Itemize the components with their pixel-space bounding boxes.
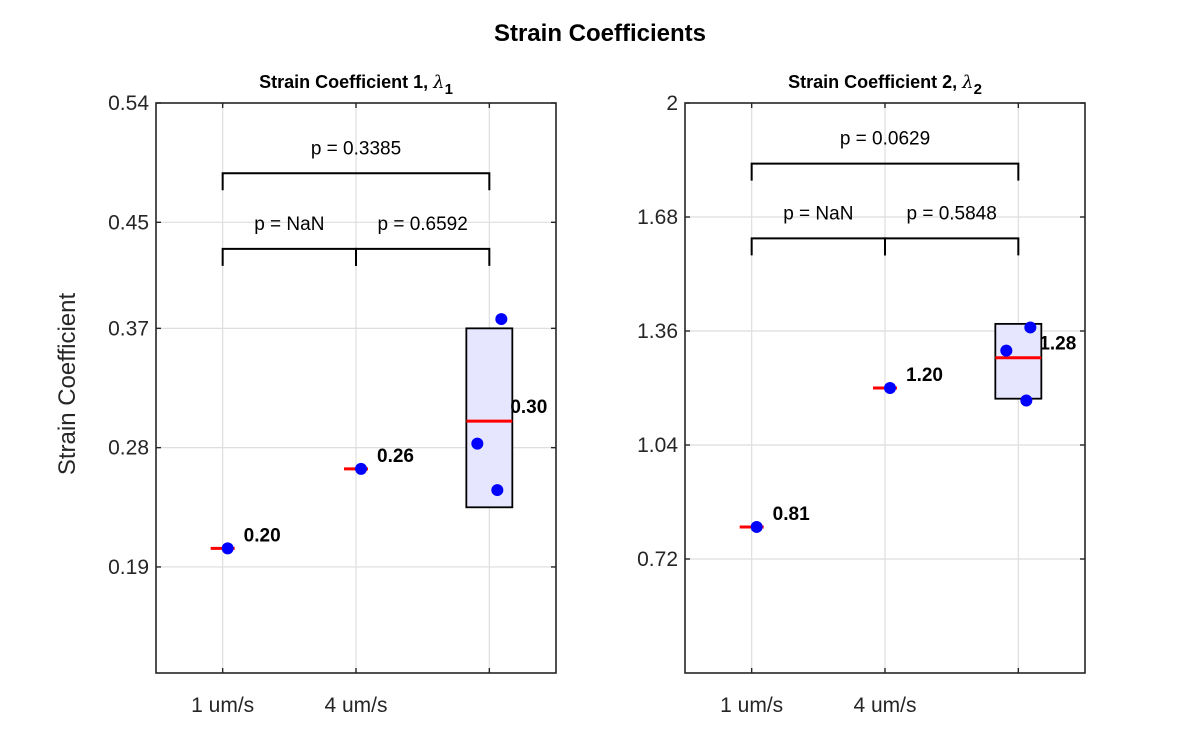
y-tick-label: 0.72: [637, 548, 678, 571]
y-tick-label: 1.36: [637, 320, 678, 343]
y-tick-label: 0.37: [108, 317, 149, 340]
y-tick-label: 0.54: [108, 92, 149, 115]
median-label: 0.26: [377, 446, 414, 467]
y-tick-label: 1.04: [637, 434, 678, 457]
data-point: [1000, 344, 1013, 357]
iqr-box: [994, 322, 1043, 400]
p-value-label: p = NaN: [254, 214, 324, 235]
comparison-bracket: [355, 247, 491, 266]
comparison-bracket: [750, 162, 1020, 181]
data-point: [750, 520, 763, 533]
comparison-bracket: [221, 247, 357, 266]
x-tick-label: 1 um/s: [720, 694, 783, 717]
y-tick-label: 1.68: [637, 206, 678, 229]
y-axis-label: Strain Coefficient: [54, 293, 81, 476]
median-label: 0.81: [773, 504, 810, 525]
data-point: [491, 484, 504, 497]
x-tick-label: 1 um/s: [191, 694, 254, 717]
data-point: [471, 437, 484, 450]
iqr-box: [465, 327, 514, 509]
x-tick-label: 4 um/s: [324, 694, 387, 717]
median-label: 0.20: [244, 525, 281, 546]
median-label: 0.30: [510, 397, 547, 418]
panel-2: 0.81 1.20 1.28 p = NaN p = 0.5848 p = 0.0629 0…: [637, 72, 1086, 717]
p-value-label: p = 0.0629: [840, 129, 930, 150]
panel-1: 0.20 0.26 0.30 p = NaN p = 0.6592 p = 0.3385 0…: [54, 72, 557, 717]
panel-title: Strain Coefficient 2, λ2: [788, 72, 982, 98]
comparison-bracket: [750, 237, 886, 256]
y-tick-label: 0.28: [108, 437, 149, 460]
y-tick-label: 0.45: [108, 211, 149, 234]
comparison-bracket: [884, 237, 1020, 256]
p-value-label: p = 0.6592: [377, 214, 467, 235]
median-label: 1.28: [1039, 334, 1076, 355]
data-point: [355, 462, 367, 475]
p-value-label: p = NaN: [783, 203, 853, 224]
data-point: [884, 382, 896, 394]
panel-title: Strain Coefficient 1, λ1: [259, 72, 453, 98]
comparison-bracket: [221, 172, 491, 191]
data-point: [221, 542, 234, 555]
median-label: 1.20: [906, 365, 943, 386]
y-tick-label: 2: [666, 92, 678, 115]
p-value-label: p = 0.3385: [311, 138, 401, 159]
x-tick-label: 4 um/s: [853, 694, 916, 717]
data-point: [1024, 321, 1037, 334]
p-value-label: p = 0.5848: [906, 203, 996, 224]
data-point: [495, 313, 508, 326]
y-tick-label: 0.19: [108, 556, 149, 579]
figure-title: Strain Coefficients: [494, 20, 706, 47]
data-point: [1020, 394, 1033, 407]
